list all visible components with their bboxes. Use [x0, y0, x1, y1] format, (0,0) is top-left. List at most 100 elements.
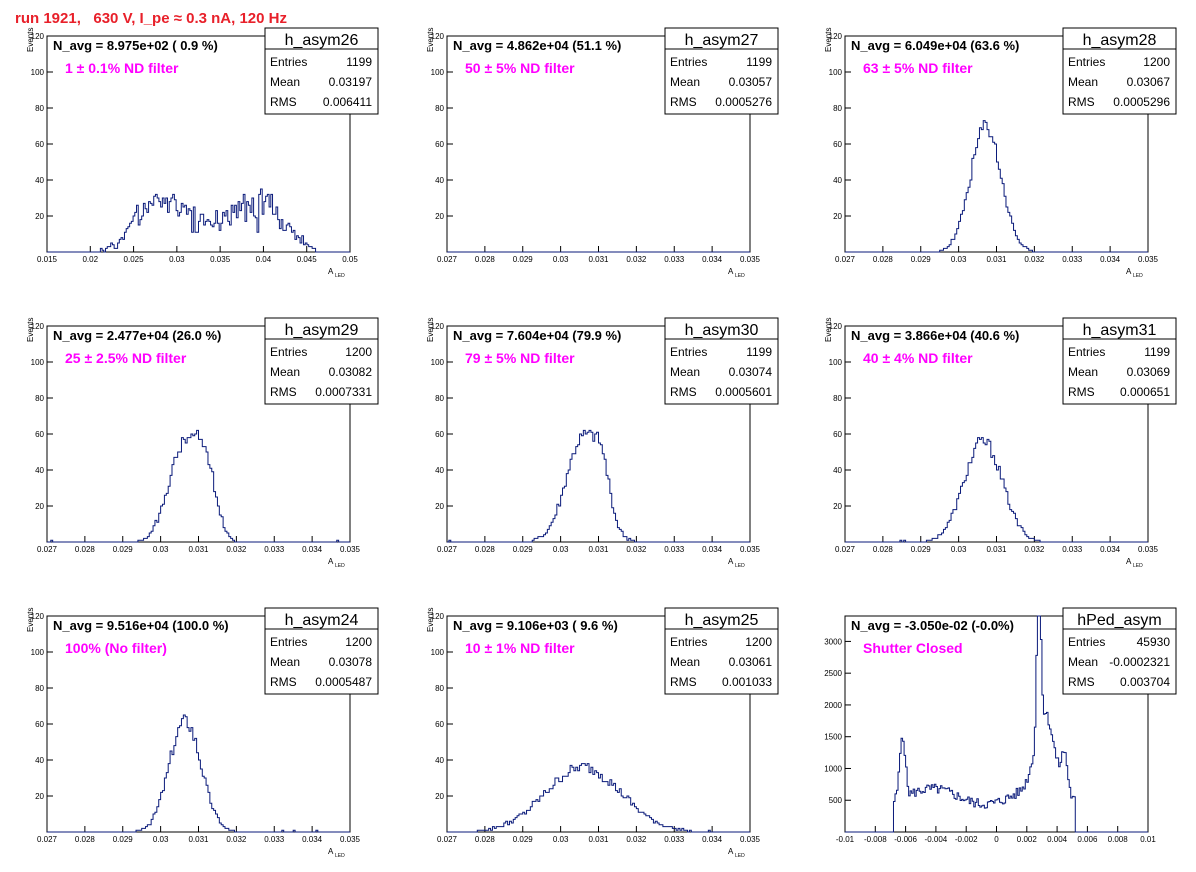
- histogram-title: h_asym31: [1083, 322, 1157, 339]
- histogram-title: h_asym25: [685, 612, 759, 629]
- x-tick-label: 0.034: [1100, 255, 1121, 264]
- histogram-series: [845, 615, 1148, 833]
- run-title: run 1921, 630 V, I_pe ≈ 0.3 nA, 120 Hz: [15, 10, 287, 27]
- stats-value: -0.0002321: [1109, 655, 1170, 669]
- stats-label: RMS: [270, 675, 297, 689]
- stats-value: 1199: [346, 55, 372, 69]
- stats-box: [664, 317, 779, 405]
- x-tick-label: 0.035: [340, 835, 361, 844]
- y-tick-label: 120: [829, 32, 843, 41]
- stats-value: 0.03078: [329, 655, 373, 669]
- histogram-series: [447, 429, 750, 543]
- filter-label: Shutter Closed: [863, 640, 963, 656]
- stats-value: 0.03197: [329, 75, 373, 89]
- y-tick-label: 60: [833, 140, 842, 149]
- histogram-title: h_asym30: [685, 322, 759, 339]
- y-tick-label: 60: [35, 720, 44, 729]
- x-tick-label: 0.027: [37, 545, 58, 554]
- navg-label: N_avg = 7.604e+04 (79.9 %): [453, 328, 621, 343]
- histogram-panel-1: 0.015 0.02 0.025 0.03 0.035 0.04 0.045 0.05 20 40…: [26, 27, 379, 279]
- y-axis-title: Events: [824, 318, 833, 342]
- stats-label: Entries: [1068, 635, 1105, 649]
- x-tick-label: 0.045: [297, 255, 318, 264]
- histogram-title: h_asym24: [285, 612, 359, 629]
- y-tick-label: 120: [431, 32, 445, 41]
- y-tick-label: 20: [833, 212, 842, 221]
- x-tick-label: -0.002: [955, 835, 978, 844]
- histogram-panel-8: 0.027 0.028 0.029 0.03 0.031 0.032 0.033 0.034 0…: [426, 607, 779, 859]
- x-tick-label: 0.02: [82, 255, 98, 264]
- stats-label: Mean: [270, 655, 300, 669]
- histogram-series: [447, 763, 750, 833]
- y-tick-label: 20: [435, 212, 444, 221]
- x-tick-label: 0.031: [188, 545, 209, 554]
- x-axis-title: A: [328, 267, 334, 276]
- stats-value: 1200: [345, 345, 372, 359]
- y-axis-title: Events: [26, 608, 35, 632]
- y-tick-label: 100: [431, 68, 445, 77]
- navg-label: N_avg = -3.050e-02 (-0.0%): [851, 618, 1014, 633]
- y-tick-label: 2500: [824, 669, 842, 678]
- navg-label: N_avg = 9.106e+03 ( 9.6 %): [453, 618, 618, 633]
- x-tick-label: 0.008: [1108, 835, 1129, 844]
- stats-value: 0.001033: [722, 675, 772, 689]
- y-axis-title: Events: [426, 608, 435, 632]
- y-tick-label: 120: [31, 612, 45, 621]
- x-axis-subscript: LED: [735, 563, 745, 569]
- filter-label: 10 ± 1% ND filter: [465, 640, 575, 656]
- y-tick-label: 120: [431, 322, 445, 331]
- x-axis-subscript: LED: [1133, 563, 1143, 569]
- x-tick-label: 0.03: [153, 545, 169, 554]
- y-tick-label: 100: [31, 68, 45, 77]
- x-axis-title: A: [328, 557, 334, 566]
- y-tick-label: 80: [435, 684, 444, 693]
- stats-value: 1200: [1143, 55, 1170, 69]
- y-tick-label: 20: [435, 792, 444, 801]
- y-tick-label: 80: [35, 104, 44, 113]
- stats-value: 1200: [345, 635, 372, 649]
- x-tick-label: 0.029: [513, 255, 534, 264]
- x-tick-label: 0.033: [264, 835, 285, 844]
- x-axis-title: A: [1126, 267, 1132, 276]
- x-tick-label: 0.034: [702, 545, 723, 554]
- x-tick-label: 0.035: [740, 255, 761, 264]
- histogram-series: [845, 120, 1148, 253]
- x-tick-label: 0.029: [513, 545, 534, 554]
- x-tick-label: 0.03: [169, 255, 185, 264]
- x-axis-title: A: [328, 847, 334, 856]
- stats-label: Mean: [270, 75, 300, 89]
- y-tick-label: 60: [833, 430, 842, 439]
- x-tick-label: 0.028: [75, 835, 96, 844]
- y-tick-label: 120: [31, 32, 45, 41]
- stats-value: 0.0007331: [315, 385, 372, 399]
- stats-label: Mean: [270, 365, 300, 379]
- stats-box: [1062, 27, 1177, 115]
- y-tick-label: 20: [833, 502, 842, 511]
- x-tick-label: -0.006: [894, 835, 917, 844]
- y-tick-label: 40: [435, 756, 444, 765]
- stats-value: 0.03082: [329, 365, 373, 379]
- x-tick-label: 0.034: [302, 835, 323, 844]
- x-tick-label: 0.029: [911, 545, 932, 554]
- stats-label: RMS: [270, 95, 297, 109]
- y-tick-label: 100: [431, 358, 445, 367]
- y-tick-label: 100: [31, 358, 45, 367]
- x-tick-label: 0.006: [1077, 835, 1098, 844]
- x-tick-label: 0.031: [588, 545, 609, 554]
- histogram-series: [47, 429, 350, 543]
- y-tick-label: 40: [35, 756, 44, 765]
- stats-value: 0.0005296: [1113, 95, 1170, 109]
- filter-label: 100% (No filter): [65, 640, 167, 656]
- navg-label: N_avg = 8.975e+02 ( 0.9 %): [53, 38, 218, 53]
- x-tick-label: 0.004: [1047, 835, 1068, 844]
- stats-label: Mean: [1068, 365, 1098, 379]
- stats-value: 0.000651: [1120, 385, 1170, 399]
- x-tick-label: 0.031: [986, 545, 1007, 554]
- stats-label: Mean: [1068, 655, 1098, 669]
- navg-label: N_avg = 9.516e+04 (100.0 %): [53, 618, 229, 633]
- stats-value: 0.0005276: [715, 95, 772, 109]
- y-tick-label: 100: [431, 648, 445, 657]
- x-tick-label: 0.027: [437, 545, 458, 554]
- x-tick-label: 0.031: [588, 255, 609, 264]
- filter-label: 63 ± 5% ND filter: [863, 60, 973, 76]
